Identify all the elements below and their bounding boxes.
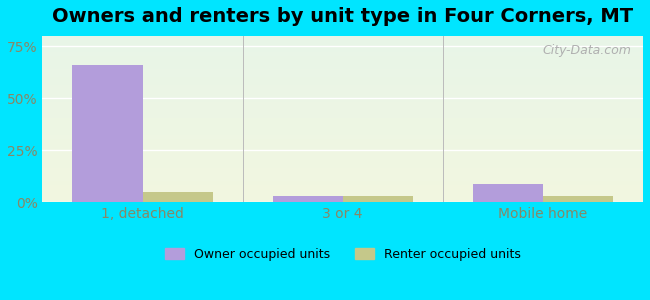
Legend: Owner occupied units, Renter occupied units: Owner occupied units, Renter occupied un… xyxy=(160,243,525,266)
Title: Owners and renters by unit type in Four Corners, MT: Owners and renters by unit type in Four … xyxy=(52,7,633,26)
Bar xyxy=(272,196,343,202)
Bar xyxy=(343,196,413,202)
Bar xyxy=(142,192,213,202)
Bar xyxy=(473,184,543,202)
Text: City-Data.com: City-Data.com xyxy=(542,44,631,57)
Bar xyxy=(543,196,613,202)
Bar xyxy=(72,65,142,202)
